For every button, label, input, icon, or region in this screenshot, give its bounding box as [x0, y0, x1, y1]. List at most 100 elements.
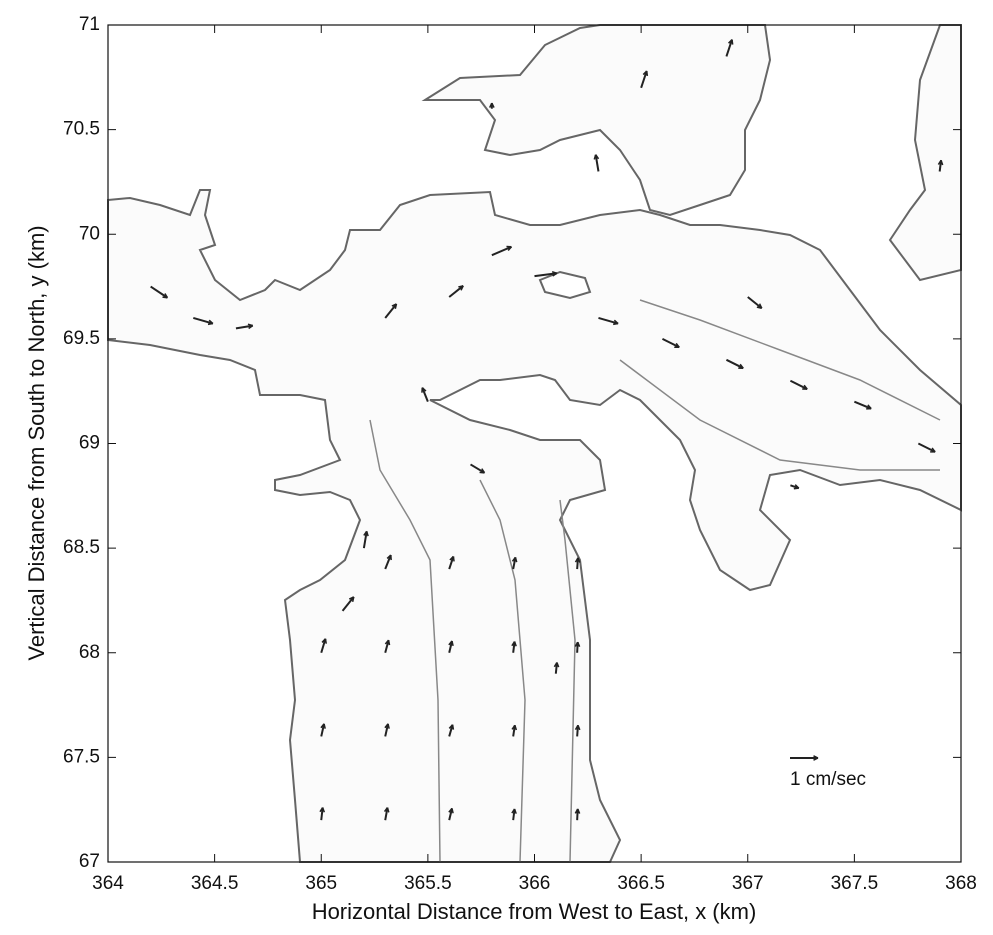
- arrow-head: [458, 285, 464, 291]
- arrow-head: [391, 303, 398, 309]
- y-tick-label: 67: [79, 851, 100, 872]
- arrow-shaft: [512, 557, 517, 570]
- arrow-shaft: [662, 337, 680, 349]
- arrow-shaft: [747, 296, 763, 310]
- arrow-head: [551, 270, 558, 277]
- arrow-head: [449, 555, 455, 562]
- arrow-shaft: [448, 285, 464, 298]
- arrow-shaft: [512, 641, 516, 653]
- arrow-shaft: [320, 638, 327, 654]
- arrow: [448, 640, 454, 653]
- arrow-shaft: [917, 442, 936, 453]
- arrow-shaft: [598, 316, 619, 325]
- arrow: [937, 159, 944, 172]
- y-tick-label: 70.5: [63, 119, 100, 140]
- arrow-shaft: [491, 245, 512, 257]
- arrow: [917, 442, 936, 453]
- arrow-head: [613, 319, 619, 326]
- arrow: [384, 723, 390, 737]
- arrow: [790, 755, 819, 761]
- arrow-shaft: [576, 725, 579, 737]
- arrow: [470, 463, 486, 474]
- y-tick-label: 70: [79, 223, 100, 244]
- arrow-head: [866, 404, 872, 410]
- arrow: [448, 555, 455, 570]
- arrow-head: [511, 808, 517, 814]
- arrow: [319, 807, 326, 821]
- arrow: [320, 638, 327, 654]
- arrow-head: [511, 724, 518, 731]
- x-tick-label: 368: [945, 873, 977, 894]
- arrow-head: [930, 447, 936, 453]
- arrow-head: [383, 807, 390, 813]
- depth-contour: [479, 479, 526, 863]
- depth-contour: [639, 299, 941, 421]
- arrow: [511, 724, 518, 737]
- arrow: [574, 641, 581, 653]
- north-lake: [421, 24, 772, 217]
- arrow: [593, 154, 600, 172]
- arrow-shaft: [193, 316, 214, 325]
- arrow: [448, 807, 454, 821]
- arrow-head: [506, 245, 513, 252]
- y-axis-label: Vertical Distance from South to North, y…: [24, 225, 49, 660]
- x-tick-label: 364: [92, 873, 124, 894]
- x-tick-label: 367.5: [831, 873, 879, 894]
- arrow-head: [553, 662, 560, 668]
- arrow-shaft: [938, 160, 943, 172]
- arrow: [384, 303, 398, 319]
- island: [538, 270, 592, 300]
- arrow-shaft: [384, 554, 392, 570]
- arrow-shaft: [235, 324, 253, 330]
- x-axis-label: Horizontal Distance from West to East, x…: [312, 899, 757, 924]
- arrow-shaft: [320, 723, 326, 737]
- arrow: [421, 387, 429, 403]
- arrow-shaft: [470, 463, 486, 474]
- arrow-head: [386, 554, 392, 561]
- arrow: [448, 724, 455, 737]
- arrow-shaft: [512, 725, 516, 737]
- arrow-head: [448, 640, 454, 647]
- arrow-shaft: [320, 807, 324, 821]
- arrow: [511, 641, 517, 653]
- arrow-shaft: [448, 808, 453, 821]
- arrow-head: [162, 293, 169, 299]
- arrow: [488, 102, 495, 109]
- arrow-head: [348, 596, 355, 602]
- arrow-head: [813, 755, 819, 761]
- depth-contour: [619, 359, 940, 471]
- y-tick-label: 68.5: [63, 537, 100, 558]
- arrow-head: [511, 641, 517, 647]
- arrow-head: [479, 468, 486, 474]
- arrow: [790, 484, 800, 490]
- arrow: [640, 70, 649, 89]
- arrow-shaft: [384, 639, 390, 654]
- arrow-shaft: [789, 379, 808, 391]
- x-tick-label: 365.5: [404, 873, 452, 894]
- arrow-shaft: [853, 400, 872, 410]
- arrow-head: [937, 159, 944, 166]
- arrow-head: [207, 319, 214, 326]
- arrow: [384, 639, 391, 654]
- arrow-head: [384, 723, 390, 729]
- east-strip: [888, 24, 962, 282]
- arrow: [320, 723, 326, 737]
- arrow: [235, 323, 254, 330]
- arrow-shaft: [534, 272, 558, 278]
- arrow-shaft: [725, 39, 733, 57]
- arrow-shaft: [640, 70, 648, 89]
- arrow-head: [756, 303, 763, 309]
- arrow: [534, 270, 558, 278]
- arrow: [193, 316, 214, 326]
- arrow-shaft: [384, 807, 389, 821]
- arrow: [725, 358, 744, 370]
- y-tick-label: 69: [79, 433, 100, 454]
- arrow-shaft: [341, 596, 355, 612]
- coastline: [107, 24, 962, 863]
- y-tick-label: 71: [79, 14, 100, 35]
- arrow-shaft: [150, 285, 169, 299]
- scale-label: 1 cm/sec: [790, 769, 866, 790]
- arrow: [511, 808, 517, 821]
- arrow-head: [593, 154, 600, 160]
